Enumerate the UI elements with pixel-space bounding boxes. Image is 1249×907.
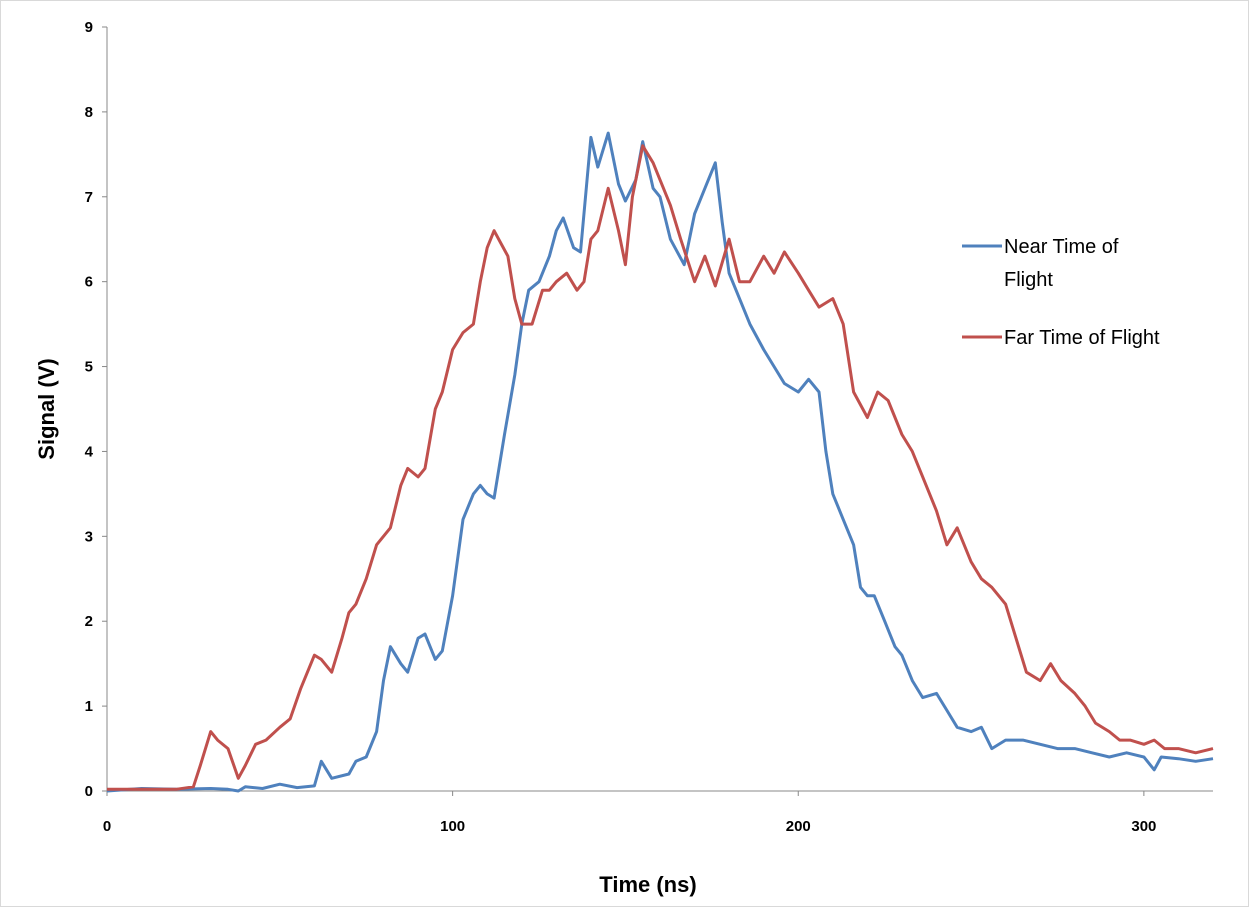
y-tick-label: 8: [85, 104, 93, 121]
y-axis-ticks: 0 1 2 3 4 5 6 7 8 9: [85, 19, 107, 800]
legend-label-near-line2: Flight: [1004, 269, 1053, 291]
y-tick-label: 1: [85, 698, 93, 715]
x-tick-label: 0: [103, 818, 111, 835]
y-tick-label: 0: [85, 783, 93, 800]
x-tick-label: 100: [440, 818, 465, 835]
x-axis-title: Time (ns): [599, 872, 696, 897]
y-axis-title: Signal (V): [34, 358, 59, 459]
y-tick-label: 4: [85, 443, 94, 460]
series-lines: [106, 131, 1214, 793]
series-line-near: [106, 131, 1214, 793]
y-tick-label: 3: [85, 528, 93, 545]
y-tick-label: 6: [85, 274, 93, 291]
legend-label-near-line1: Near Time of: [1004, 236, 1119, 258]
axes: [106, 27, 1213, 792]
series-line-far: [107, 144, 1214, 791]
y-tick-label: 2: [85, 613, 93, 630]
x-axis-ticks: 0 100 200 300: [103, 791, 1156, 835]
y-tick-label: 5: [85, 359, 93, 376]
x-tick-label: 200: [786, 818, 811, 835]
y-tick-label: 9: [85, 19, 93, 36]
x-tick-label: 300: [1131, 818, 1156, 835]
legend: Near Time of Flight Far Time of Flight: [962, 236, 1160, 349]
legend-label-far: Far Time of Flight: [1004, 327, 1160, 349]
y-tick-label: 7: [85, 189, 93, 206]
